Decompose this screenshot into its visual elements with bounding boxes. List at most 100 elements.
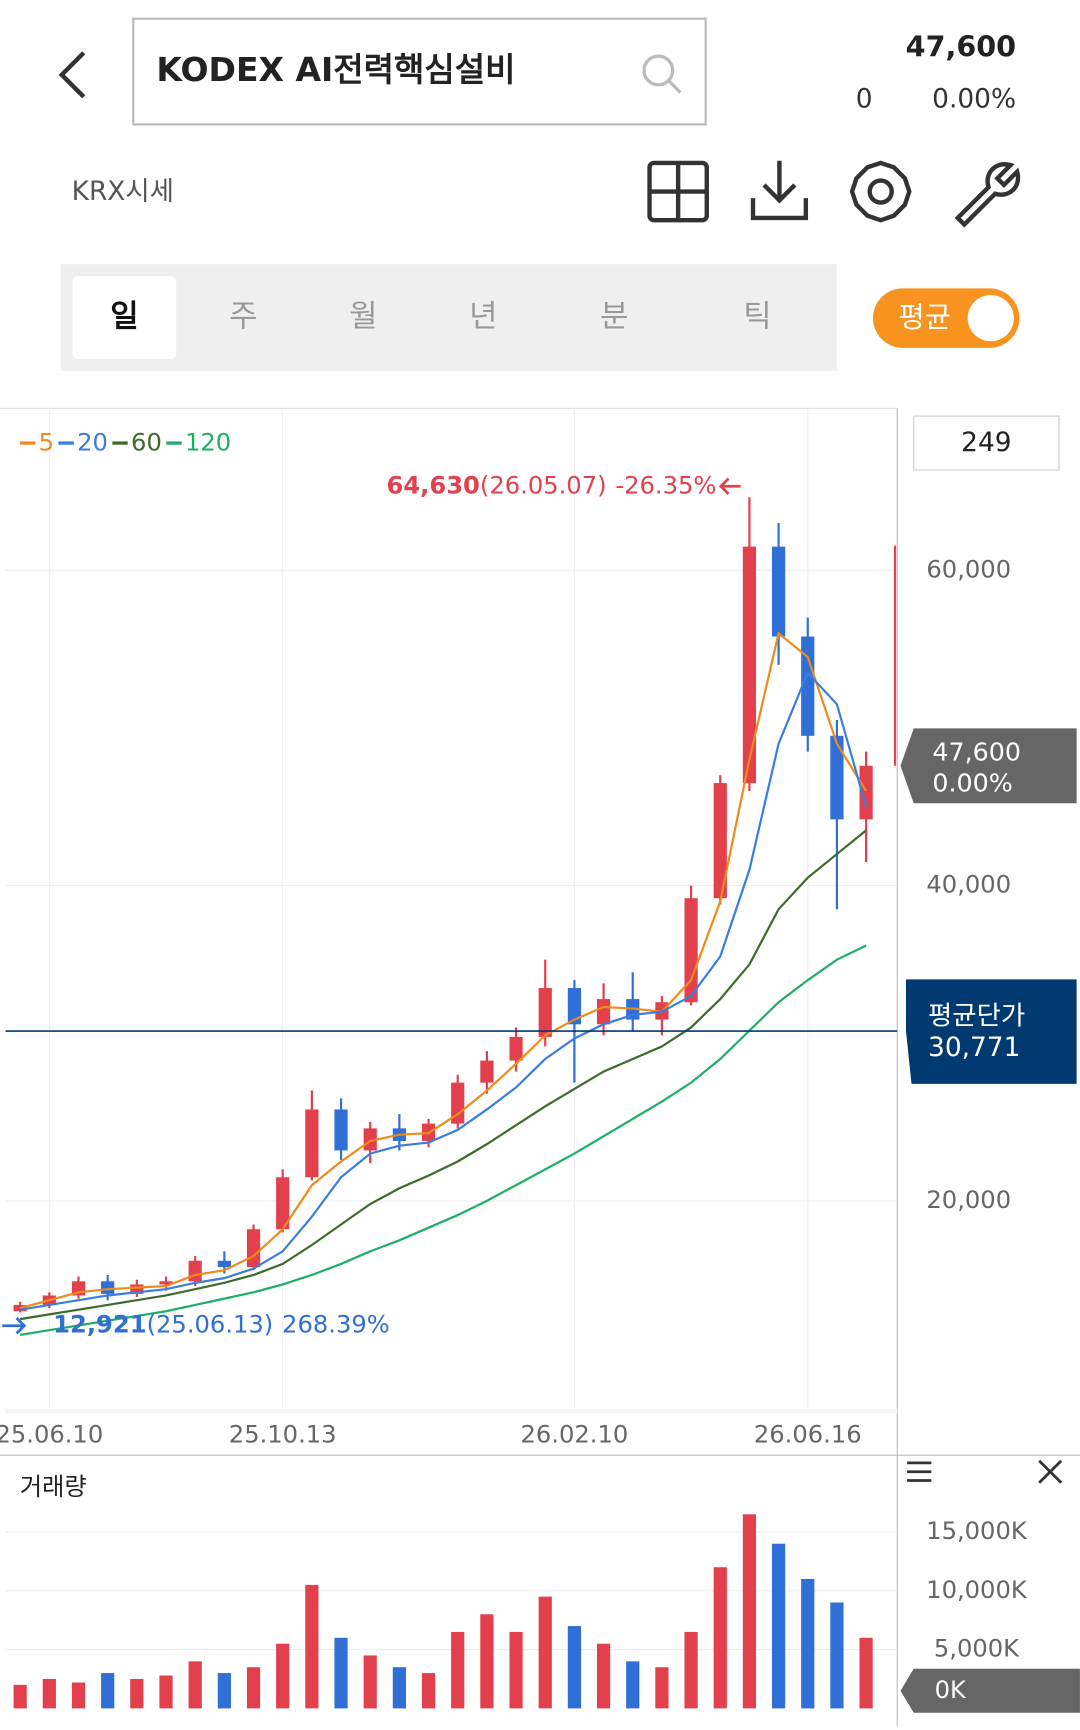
period-tab[interactable]: 분	[600, 299, 628, 335]
period-tab[interactable]: 월	[349, 299, 377, 335]
x-tick-label: 26.06.16	[754, 1420, 862, 1448]
download-icon[interactable]	[750, 160, 809, 221]
volume-menu[interactable]	[907, 1461, 932, 1482]
volume-bar	[159, 1675, 173, 1709]
tool-icon[interactable]	[954, 162, 1021, 228]
period-tab[interactable]: 틱	[743, 299, 771, 335]
count-box[interactable]	[913, 415, 1060, 471]
volume-bar	[276, 1643, 290, 1709]
candle-body	[830, 735, 844, 820]
volume-bar	[596, 1643, 611, 1709]
volume-tick-label: 5,000K	[934, 1635, 1020, 1663]
volume-current-label: 0K	[935, 1676, 967, 1704]
high-note-date: (26.05.07)	[480, 471, 607, 499]
candle-body	[567, 988, 582, 1025]
period-tab[interactable]: 일	[110, 299, 138, 335]
moving-average-line	[19, 944, 867, 1336]
period-tab[interactable]: 주	[229, 299, 257, 335]
stock-title: KODEX AI전력핵심설비	[156, 50, 515, 89]
settings-icon[interactable]	[849, 160, 912, 223]
back-button[interactable]	[58, 51, 86, 99]
candle-body	[859, 765, 873, 820]
high-note-change: -26.35%	[615, 471, 716, 499]
average-label: 평균단가	[928, 1000, 1025, 1031]
high-note-arrow	[718, 477, 741, 495]
volume-current-badge	[900, 1668, 1080, 1713]
volume-close[interactable]	[1038, 1459, 1063, 1484]
current-price-badge	[900, 728, 1077, 804]
x-axis-band	[5, 1408, 898, 1414]
count-label: 249	[961, 427, 1011, 458]
low-note-date: (25.06.13)	[147, 1311, 274, 1339]
candle-body	[217, 1260, 231, 1268]
volume-bar	[451, 1631, 465, 1709]
volume-bar	[246, 1667, 261, 1709]
x-tick-label: 26.02.10	[521, 1420, 629, 1448]
toggle-knob	[967, 295, 1014, 342]
tab-bar	[60, 264, 837, 371]
y-tick-label: 60,000	[926, 555, 1011, 583]
legend-label: 60	[131, 429, 162, 457]
candle-body	[276, 1177, 290, 1230]
volume-bar	[830, 1602, 844, 1709]
volume-bar	[771, 1543, 786, 1709]
candle-body	[771, 546, 786, 637]
candle-body	[538, 988, 552, 1037]
current-price: 47,600	[932, 738, 1021, 767]
volume-title: 거래량	[20, 1473, 87, 1501]
y-tick-label: 40,000	[926, 871, 1011, 899]
volume-tick-label: 10,000K	[926, 1576, 1028, 1604]
period-tab[interactable]: 년	[469, 299, 497, 335]
high-note: 64,630(26.05.07) -26.35%	[386, 471, 716, 499]
average-value: 30,771	[928, 1032, 1020, 1063]
volume-bar	[188, 1661, 202, 1709]
average-badge	[906, 979, 1077, 1084]
volume-bar	[217, 1673, 231, 1709]
search-box[interactable]	[132, 17, 707, 126]
header-price: 47,600	[906, 29, 1016, 63]
candle-body	[509, 1036, 523, 1061]
layout-icon[interactable]	[647, 160, 709, 223]
candle-body	[801, 636, 815, 736]
volume-bar	[713, 1567, 727, 1709]
candle-body	[305, 1109, 319, 1178]
candle-body	[334, 1109, 348, 1151]
volume-bar	[13, 1684, 27, 1709]
volume-bar	[42, 1678, 56, 1709]
search-icon[interactable]	[642, 54, 682, 94]
volume-bar	[567, 1626, 582, 1709]
legend-swatch	[19, 441, 36, 445]
candle-body	[130, 1284, 144, 1294]
low-note-label: 12,921	[53, 1311, 146, 1339]
tab-selected-bg	[72, 276, 177, 359]
volume-bar	[421, 1673, 436, 1709]
header-change: 0	[856, 84, 873, 115]
volume-bar	[801, 1579, 815, 1709]
candle-body	[451, 1082, 465, 1124]
high-note-label: 64,630	[386, 471, 479, 499]
volume-bar	[305, 1584, 319, 1709]
low-note: 12,921(25.06.13) 268.39%	[53, 1311, 390, 1339]
legend-swatch	[112, 441, 128, 445]
volume-bar	[509, 1631, 523, 1709]
moving-average-line	[19, 829, 867, 1321]
volume-bar	[859, 1637, 873, 1709]
candle-body	[480, 1060, 494, 1083]
volume-bar	[334, 1637, 348, 1709]
moving-average-line	[19, 631, 868, 1310]
candle-body	[684, 898, 698, 1003]
candle-body	[101, 1281, 115, 1294]
volume-bar	[363, 1655, 377, 1709]
candle-body	[159, 1281, 173, 1285]
y-tick-label: 20,000	[926, 1186, 1011, 1214]
candle-body	[363, 1128, 377, 1151]
volume-bar	[392, 1667, 406, 1709]
toggle-label: 평균	[898, 300, 951, 334]
plot-area	[13, 497, 873, 1336]
legend-label: 120	[185, 429, 231, 457]
source-label: KRX시세	[72, 176, 174, 207]
volume-bar	[538, 1596, 552, 1709]
candle-body	[596, 999, 611, 1025]
